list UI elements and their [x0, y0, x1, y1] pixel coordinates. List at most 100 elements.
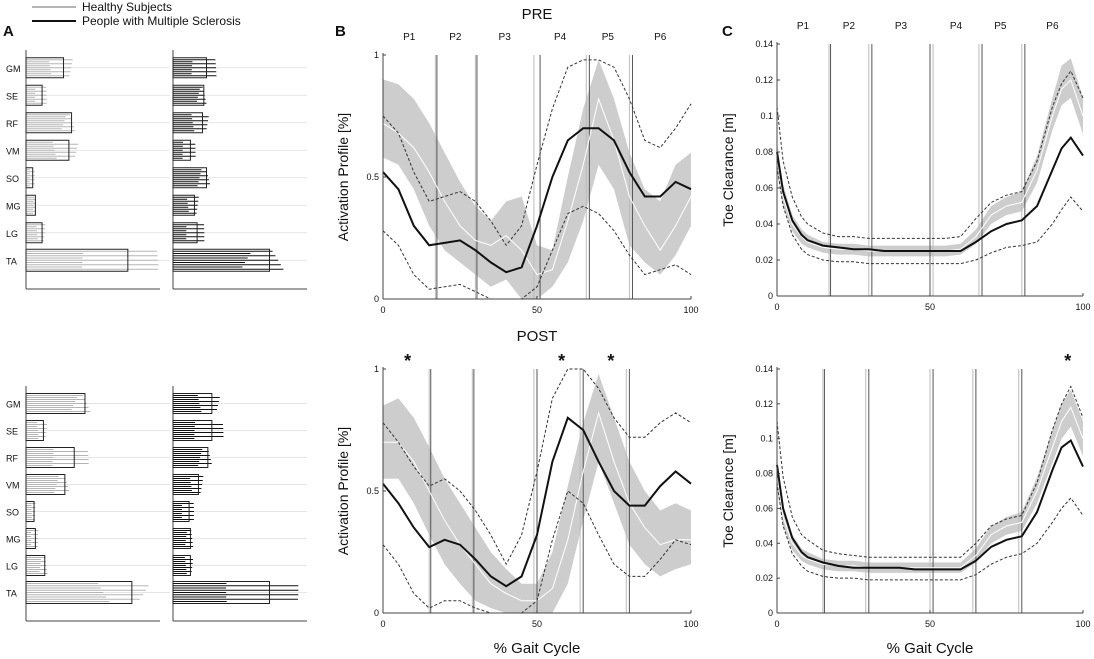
phase-label: P5 — [994, 21, 1007, 32]
weight-bar — [172, 84, 205, 106]
x-tick-label: 100 — [1075, 619, 1090, 629]
weight-bar — [25, 222, 43, 244]
legend-healthy-label: Healthy Subjects — [82, 0, 172, 14]
muscle-label: VM — [6, 146, 20, 156]
y-tick-label: 0.02 — [755, 573, 773, 583]
weight-bar — [25, 139, 70, 161]
muscle-label: LG — [6, 562, 18, 572]
y-tick-label: 0.14 — [755, 39, 773, 49]
panel-letter-c: C — [722, 23, 733, 40]
muscle-label: GM — [6, 64, 21, 74]
weight-bar — [25, 501, 35, 522]
weight-bar — [172, 528, 191, 549]
weight-bar — [25, 393, 86, 414]
y-tick-label: 0.06 — [755, 503, 773, 513]
ms-mean-line — [382, 416, 692, 588]
weight-bar — [25, 555, 46, 576]
panel-a-synergy-weights: GM SE RF VM SO MG LG TA GM SE RF VM SO MG LG TA — [6, 50, 307, 622]
panel-letter-b: B — [335, 23, 346, 40]
significance-asterisk: * — [607, 351, 614, 371]
phase-label: P2 — [449, 32, 462, 43]
ms-sd-low-line — [382, 205, 692, 300]
x-tick-label: 0 — [380, 619, 385, 629]
muscle-label: LG — [6, 229, 18, 239]
x-tick-label: 50 — [532, 305, 542, 315]
weight-bar — [172, 474, 199, 495]
muscle-label: SE — [6, 91, 18, 101]
legend-ms-label: People with Multiple Sclerosis — [82, 14, 241, 28]
phase-label: P5 — [602, 32, 615, 43]
x-tick-label: 0 — [380, 305, 385, 315]
x-tick-label: 50 — [532, 619, 542, 629]
significance-asterisk: * — [558, 351, 565, 371]
y-axis-label: Activation Profile [%] — [335, 113, 351, 241]
phase-label: P3 — [499, 32, 512, 43]
y-tick-label: 0 — [374, 608, 379, 618]
y-axis-label: Toe Clearance [m] — [720, 113, 736, 227]
weight-bar — [25, 447, 75, 468]
weight-bar — [172, 420, 213, 441]
chart-title: POST — [517, 328, 558, 345]
y-tick-label: 0.04 — [755, 219, 773, 229]
x-tick-label: 0 — [774, 619, 779, 629]
weight-bar — [172, 194, 195, 216]
phase-label: P1 — [797, 21, 810, 32]
weight-bar — [25, 420, 44, 441]
y-tick-label: 0.06 — [755, 183, 773, 193]
ms-mean-line — [776, 135, 1084, 252]
y-tick-label: 0.04 — [755, 538, 773, 548]
x-tick-label: 100 — [683, 619, 698, 629]
y-tick-label: 0.5 — [366, 172, 379, 182]
healthy-mean-line — [776, 406, 1084, 569]
x-tick-label: 50 — [925, 302, 935, 312]
muscle-label: GM — [6, 400, 21, 410]
y-tick-label: 0.1 — [760, 434, 773, 444]
x-axis-label: % Gait Cycle — [887, 640, 974, 657]
y-tick-label: 0.02 — [755, 255, 773, 265]
weight-bar — [172, 393, 213, 414]
y-tick-label: 0.08 — [755, 469, 773, 479]
y-tick-label: 0 — [374, 294, 379, 304]
ms-sd-high-line — [382, 59, 692, 247]
muscle-label: MG — [6, 201, 21, 211]
significance-asterisk: * — [404, 351, 411, 371]
y-tick-label: 0.14 — [755, 364, 773, 374]
healthy-sd-band — [777, 58, 1083, 257]
phase-label: P3 — [895, 21, 908, 32]
y-tick-label: 0.08 — [755, 147, 773, 157]
y-axis-label: Toe Clearance [m] — [720, 434, 736, 548]
y-tick-label: 0 — [768, 291, 773, 301]
x-tick-label: 0 — [774, 302, 779, 312]
phase-label: P4 — [950, 21, 963, 32]
chart-title: PRE — [522, 6, 553, 23]
ms-sd-low-line — [776, 166, 1084, 265]
panel-letter-a: A — [3, 23, 14, 40]
ms-sd-low-line — [382, 490, 692, 614]
y-tick-label: 0.5 — [366, 486, 379, 496]
muscle-label: SO — [6, 508, 19, 518]
y-axis-label: Activation Profile [%] — [335, 427, 351, 555]
phase-label: P4 — [554, 32, 567, 43]
muscle-label: SO — [6, 174, 19, 184]
weight-bar — [172, 222, 198, 244]
weight-bar — [172, 139, 191, 161]
healthy-sd-band — [383, 59, 691, 300]
legend: Healthy Subjects People with Multiple Sc… — [32, 0, 241, 28]
healthy-mean-line — [382, 97, 692, 276]
muscle-label: VM — [6, 481, 20, 491]
panel-c-toe-clearance: 0 50 100 0 0.02 0.04 0.06 0.08 0.1 0.12 0.14 P1 P2 P3… — [720, 21, 1091, 657]
weight-bar — [25, 84, 43, 106]
x-axis-label: % Gait Cycle — [494, 640, 581, 657]
weight-bar — [172, 57, 207, 79]
ms-sd-high-line — [382, 368, 692, 566]
weight-bar — [25, 581, 133, 604]
weight-bar — [25, 194, 36, 216]
weight-bar — [172, 555, 191, 576]
ms-mean-line — [382, 127, 692, 274]
y-tick-label: 0.1 — [760, 111, 773, 121]
y-tick-label: 1 — [374, 364, 379, 374]
healthy-sd-band — [777, 389, 1083, 573]
weight-bar — [25, 528, 36, 549]
weight-bar — [172, 447, 209, 468]
